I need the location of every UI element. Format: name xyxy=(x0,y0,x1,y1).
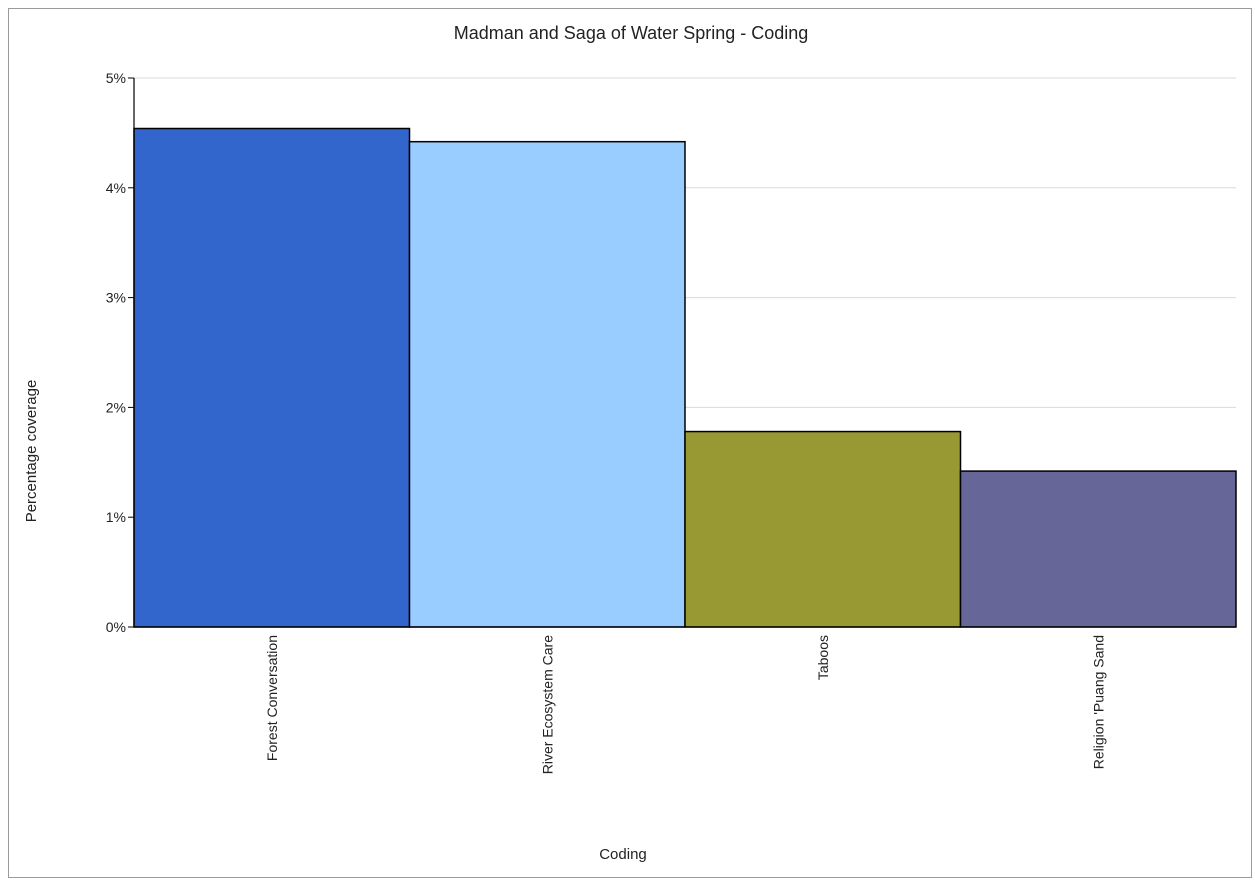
category-label-2: Taboos xyxy=(815,635,831,680)
y-axis-label: Percentage coverage xyxy=(23,380,40,523)
bar-chart: 0% 1% 2% 3% 4% 5% Forest Conversation River Ec… xyxy=(23,23,1237,863)
bar-3 xyxy=(959,470,1237,628)
y-tick-label-2: 2% xyxy=(106,399,126,415)
axes xyxy=(133,78,1236,628)
x-axis-label: Coding xyxy=(599,846,647,863)
category-label-1: River Ecosystem Care xyxy=(539,635,555,774)
category-label-3: Religion 'Puang Sand xyxy=(1090,635,1106,769)
y-tick-label-0: 0% xyxy=(106,619,126,635)
bar-0 xyxy=(133,127,411,628)
y-tick-label-1: 1% xyxy=(106,509,126,525)
y-tick-label-3: 3% xyxy=(106,290,126,306)
bar-1 xyxy=(408,140,686,628)
category-label-0: Forest Conversation xyxy=(264,635,280,761)
bars xyxy=(133,127,1237,628)
y-ticks: 0% 1% 2% 3% 4% 5% xyxy=(106,70,134,635)
chart-title: Madman and Saga of Water Spring - Coding xyxy=(454,23,809,43)
bar-2 xyxy=(684,430,962,628)
chart-frame: 0% 1% 2% 3% 4% 5% Forest Conversation River Ec… xyxy=(8,8,1252,878)
y-tick-label-5: 5% xyxy=(106,70,126,86)
y-tick-label-4: 4% xyxy=(106,180,126,196)
category-labels: Forest Conversation River Ecosystem Care T… xyxy=(264,635,1107,774)
